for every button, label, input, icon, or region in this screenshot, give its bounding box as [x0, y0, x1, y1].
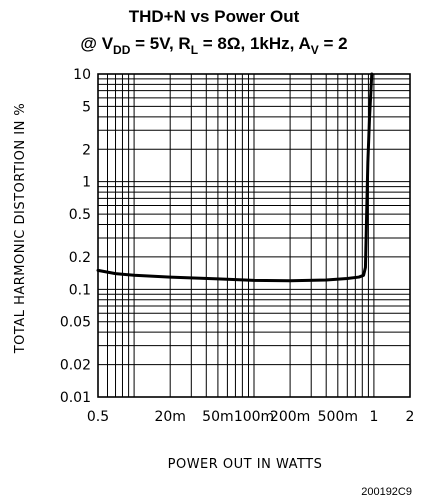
- x-axis-label: POWER OUT IN WATTS: [168, 457, 323, 472]
- title-rl-value: = 8Ω, 1kHz, A: [198, 34, 311, 53]
- y-tick-label: 0.5: [69, 207, 91, 223]
- y-tick-label: 0.01: [60, 390, 91, 406]
- chart-title-line1: THD+N vs Power Out: [129, 7, 300, 26]
- series-line: [96, 72, 374, 283]
- y-tick-label: 0.2: [69, 250, 91, 266]
- grid-lines: [98, 74, 410, 397]
- title-prefix: @ V: [80, 34, 113, 53]
- title-vdd-value: = 5V, R: [130, 34, 190, 53]
- x-tick-label: 500m: [318, 409, 358, 425]
- x-tick-label: 20m: [154, 409, 185, 425]
- y-axis-label: TOTAL HARMONIC DISTORTION IN %: [13, 103, 28, 355]
- y-tick-label: 2: [82, 142, 91, 158]
- title-rl-sub: L: [191, 43, 198, 57]
- plot-frame: [97, 73, 411, 398]
- title-av-value: = 2: [319, 34, 348, 53]
- y-tick-label: 0.1: [69, 282, 91, 298]
- x-tick-label: 0.5: [87, 409, 109, 425]
- x-tick-label: 200m: [270, 409, 310, 425]
- title-av-sub: V: [311, 43, 319, 57]
- y-tick-label: 0.02: [60, 358, 91, 374]
- x-tick-label: 50m: [202, 409, 233, 425]
- series-layer: [96, 72, 374, 283]
- y-tick-label: 10: [73, 67, 91, 83]
- chart-title-line2: @ VDD = 5V, RL = 8Ω, 1kHz, AV = 2: [80, 34, 347, 57]
- x-tick-label: 100m: [234, 409, 274, 425]
- figure-code: 200192C9: [361, 486, 412, 498]
- y-tick-label: 0.05: [60, 315, 91, 331]
- y-tick-label: 1: [82, 175, 91, 191]
- title-vdd-sub: DD: [113, 43, 131, 57]
- y-tick-labels: 10 5 2 1 0.5 0.2 0.1 0.05 0.02 0.01: [60, 67, 91, 406]
- y-tick-label: 5: [82, 99, 91, 115]
- x-tick-label: 1: [369, 409, 378, 425]
- x-tick-label: 2: [406, 409, 415, 425]
